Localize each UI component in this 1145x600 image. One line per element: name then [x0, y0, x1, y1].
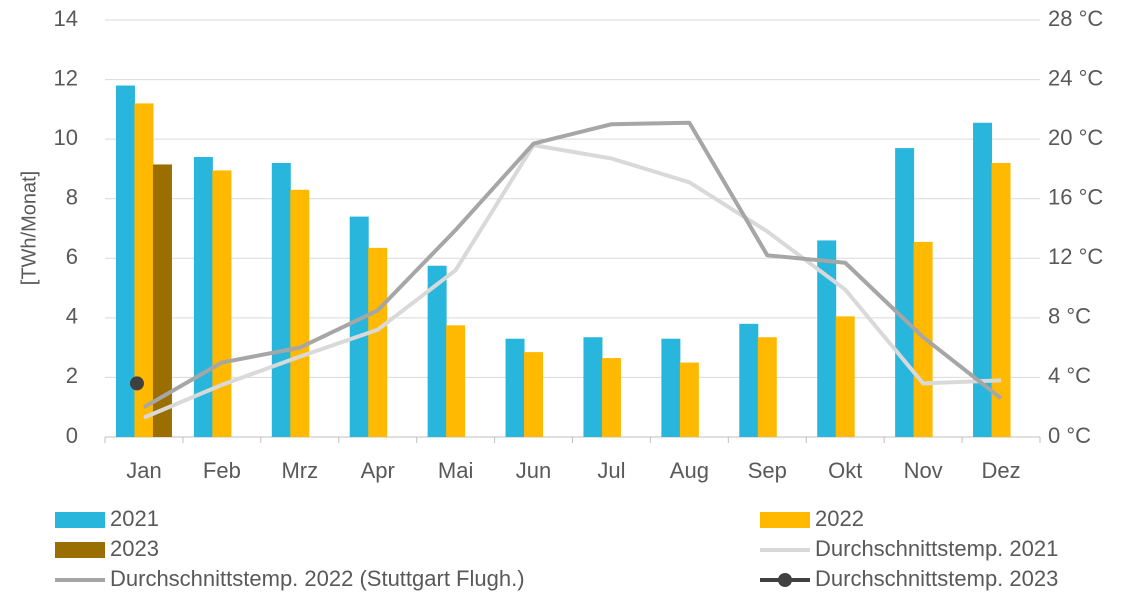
x-tick-label: Jun — [516, 458, 551, 483]
x-tick-label: Aug — [670, 458, 709, 483]
y2-tick-label: 8 °C — [1048, 304, 1091, 329]
line — [142, 120, 1003, 409]
bar — [835, 316, 855, 437]
y-axis-title: [TWh/Monat] — [18, 171, 40, 285]
x-tick-label: Mrz — [281, 458, 318, 483]
line — [143, 143, 1002, 420]
bar — [679, 362, 699, 437]
bar — [349, 216, 369, 437]
legend-label: 2023 — [110, 536, 159, 561]
bar — [212, 170, 232, 438]
x-tick-label: Mai — [438, 458, 473, 483]
bar — [115, 85, 135, 438]
y2-tick-label: 16 °C — [1048, 185, 1103, 210]
x-tick-label: Sep — [748, 458, 787, 483]
y-tick-label: 10 — [54, 125, 78, 150]
bar — [661, 338, 681, 437]
bar — [271, 162, 291, 437]
x-tick-label: Nov — [904, 458, 943, 483]
x-tick-label: Dez — [981, 458, 1020, 483]
y2-tick-label: 0 °C — [1048, 423, 1091, 448]
bar — [446, 325, 466, 437]
legend-label: 2021 — [110, 506, 159, 531]
bar — [601, 358, 621, 437]
y-tick-label: 4 — [66, 304, 78, 329]
bar — [427, 265, 447, 437]
bar — [152, 164, 172, 438]
x-tick-label: Jul — [597, 458, 625, 483]
x-tick-label: Feb — [203, 458, 241, 483]
bar — [368, 247, 388, 437]
bar — [134, 103, 154, 438]
bar — [895, 148, 915, 438]
x-tick-label: Okt — [828, 458, 862, 483]
bar — [739, 323, 759, 437]
bar — [817, 240, 837, 437]
y-tick-label: 12 — [54, 65, 78, 90]
bar — [193, 157, 213, 437]
legend-label: Durchschnittstemp. 2022 (Stuttgart Flugh… — [110, 566, 525, 591]
bar — [505, 338, 525, 437]
x-tick-label: Jan — [126, 458, 161, 483]
y2-tick-label: 28 °C — [1048, 6, 1103, 31]
bar — [290, 189, 310, 437]
legend-label: Durchschnittstemp. 2021 — [815, 536, 1058, 561]
legend-swatch — [55, 512, 105, 528]
legend-swatch — [760, 512, 810, 528]
y-tick-label: 8 — [66, 185, 78, 210]
y2-tick-label: 24 °C — [1048, 65, 1103, 90]
legend-label: 2022 — [815, 506, 864, 531]
bar — [524, 352, 544, 437]
x-tick-label: Apr — [361, 458, 395, 483]
legend-marker — [778, 573, 792, 587]
y2-tick-label: 4 °C — [1048, 363, 1091, 388]
y-tick-label: 0 — [66, 423, 78, 448]
y2-tick-label: 12 °C — [1048, 244, 1103, 269]
y-tick-label: 2 — [66, 363, 78, 388]
y-tick-label: 6 — [66, 244, 78, 269]
bar — [973, 122, 993, 437]
bar — [757, 337, 777, 437]
y2-tick-label: 20 °C — [1048, 125, 1103, 150]
legend-label: Durchschnittstemp. 2023 — [815, 566, 1058, 591]
marker — [129, 376, 144, 391]
bar — [991, 162, 1011, 437]
legend-swatch — [55, 542, 105, 558]
y-tick-label: 14 — [54, 6, 78, 31]
bar — [583, 337, 603, 437]
